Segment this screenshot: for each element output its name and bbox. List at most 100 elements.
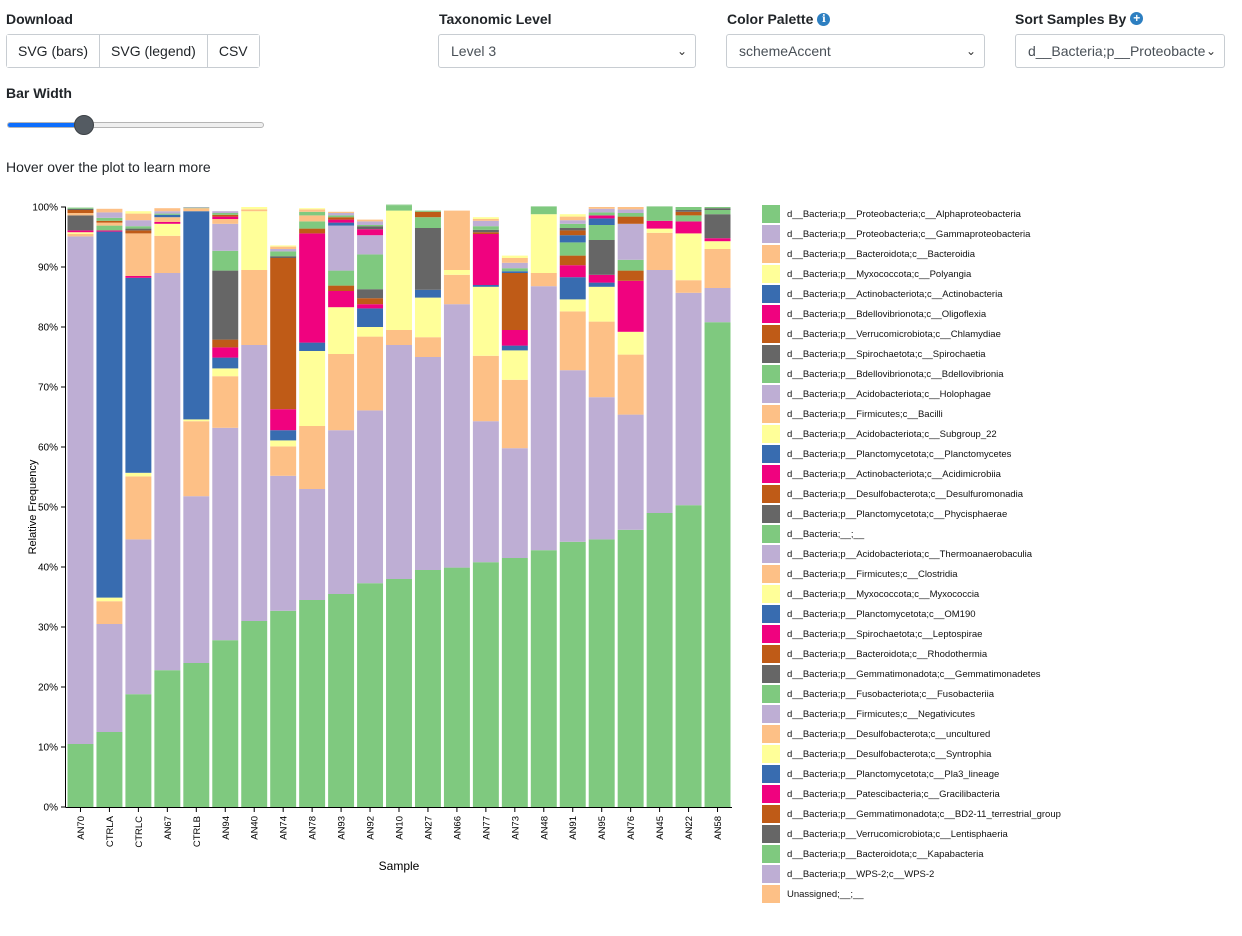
bar-segment[interactable] [270, 249, 297, 252]
bar-segment[interactable] [588, 240, 615, 275]
bar-segment[interactable] [559, 299, 586, 312]
bar-segment[interactable] [299, 209, 326, 212]
bar-segment[interactable] [704, 241, 731, 249]
legend-item[interactable]: d__Bacteria;p__Bacteroidota;c__Kapabacte… [762, 844, 1061, 864]
bar-segment[interactable] [183, 663, 210, 807]
legend-item[interactable]: d__Bacteria;p__Desulfobacterota;c__uncul… [762, 724, 1061, 744]
bar-segment[interactable] [212, 211, 239, 213]
bar-segment[interactable] [270, 430, 297, 441]
bar-segment[interactable] [617, 280, 644, 332]
bar-segment[interactable] [154, 217, 181, 222]
bar-segment[interactable] [125, 230, 152, 234]
bar-segment[interactable] [299, 211, 326, 216]
bar-segment[interactable] [472, 217, 499, 219]
bar-segment[interactable] [588, 321, 615, 398]
bar-segment[interactable] [183, 421, 210, 497]
bar-segment[interactable] [588, 215, 615, 219]
bar-segment[interactable] [241, 270, 268, 345]
bar-segment[interactable] [125, 539, 152, 695]
bar-segment[interactable] [212, 376, 239, 428]
bar-segment[interactable] [154, 273, 181, 671]
bar-segment[interactable] [501, 345, 528, 351]
bar-segment[interactable] [443, 270, 470, 275]
bar-segment[interactable] [328, 307, 355, 354]
bar-segment[interactable] [125, 694, 152, 807]
bar-segment[interactable] [299, 342, 326, 351]
bar-segment[interactable] [704, 208, 731, 210]
bar-segment[interactable] [443, 213, 470, 270]
legend-item[interactable]: d__Bacteria;p__Firmicutes;c__Clostridia [762, 564, 1061, 584]
bar-segment[interactable] [646, 206, 673, 210]
bar-segment[interactable] [501, 379, 528, 449]
bar-segment[interactable] [212, 270, 239, 340]
bar-segment[interactable] [357, 225, 384, 227]
bar-segment[interactable] [588, 282, 615, 287]
bar-width-slider-track[interactable] [7, 122, 264, 128]
taxonomic-level-select[interactable]: Level 3 ⌄ [438, 34, 696, 68]
bar-segment[interactable] [357, 304, 384, 309]
bar-segment[interactable] [559, 228, 586, 231]
bar-segment[interactable] [125, 211, 152, 214]
bar-segment[interactable] [559, 277, 586, 300]
bar-segment[interactable] [501, 271, 528, 273]
bar-segment[interactable] [472, 285, 499, 287]
bar-segment[interactable] [588, 225, 615, 240]
bar-segment[interactable] [443, 210, 470, 213]
bar-segment[interactable] [270, 251, 297, 257]
bar-segment[interactable] [96, 212, 123, 218]
legend-item[interactable]: d__Bacteria;p__Desulfobacterota;c__Syntr… [762, 744, 1061, 764]
bar-segment[interactable] [299, 228, 326, 234]
bar-segment[interactable] [357, 410, 384, 584]
bar-segment[interactable] [386, 579, 412, 807]
bar-segment[interactable] [617, 216, 644, 224]
bar-segment[interactable] [443, 304, 470, 568]
svg-legend-button[interactable]: SVG (legend) [100, 35, 208, 67]
bar-segment[interactable] [357, 229, 384, 236]
bar-segment[interactable] [617, 213, 644, 217]
bar-segment[interactable] [212, 640, 239, 807]
bar-segment[interactable] [125, 277, 152, 473]
bar-segment[interactable] [67, 230, 94, 233]
legend-item[interactable]: d__Bacteria;p__Firmicutes;c__Bacilli [762, 404, 1061, 424]
legend-item[interactable]: d__Bacteria;p__Bacteroidota;c__Bacteroid… [762, 244, 1061, 264]
bar-segment[interactable] [96, 231, 123, 598]
bar-segment[interactable] [414, 228, 441, 290]
bar-segment[interactable] [212, 339, 239, 348]
bar-segment[interactable] [357, 221, 384, 225]
bar-segment[interactable] [241, 207, 268, 210]
bar-segment[interactable] [646, 270, 673, 513]
bar-segment[interactable] [443, 274, 470, 305]
legend-item[interactable]: d__Bacteria;p__Bdellovibrionota;c__Oligo… [762, 304, 1061, 324]
bar-segment[interactable] [328, 225, 355, 271]
bar-segment[interactable] [357, 219, 384, 222]
bar-segment[interactable] [386, 330, 412, 345]
bar-segment[interactable] [241, 211, 268, 270]
bar-segment[interactable] [617, 259, 644, 271]
bar-segment[interactable] [675, 292, 702, 506]
bar-segment[interactable] [472, 220, 499, 227]
bar-segment[interactable] [588, 397, 615, 540]
bar-segment[interactable] [154, 214, 181, 218]
bar-segment[interactable] [704, 238, 731, 242]
bar-segment[interactable] [617, 529, 644, 807]
bar-segment[interactable] [154, 223, 181, 236]
legend-item[interactable]: d__Bacteria;p__Bacteroidota;c__Rhodother… [762, 644, 1061, 664]
bar-segment[interactable] [704, 210, 731, 215]
bar-segment[interactable] [212, 368, 239, 377]
bar-segment[interactable] [675, 505, 702, 807]
bar-segment[interactable] [501, 258, 528, 263]
bar-segment[interactable] [299, 233, 326, 343]
bar-segment[interactable] [67, 208, 94, 210]
bar-segment[interactable] [501, 448, 528, 558]
bar-segment[interactable] [212, 223, 239, 251]
bar-segment[interactable] [559, 255, 586, 266]
bar-segment[interactable] [328, 215, 355, 218]
bar-segment[interactable] [472, 226, 499, 230]
bar-segment[interactable] [501, 350, 528, 380]
bar-segment[interactable] [270, 246, 297, 249]
bar-segment[interactable] [212, 213, 239, 215]
bar-segment[interactable] [559, 235, 586, 243]
bar-segment[interactable] [125, 226, 152, 229]
bar-segment[interactable] [675, 233, 702, 281]
bar-segment[interactable] [559, 265, 586, 278]
